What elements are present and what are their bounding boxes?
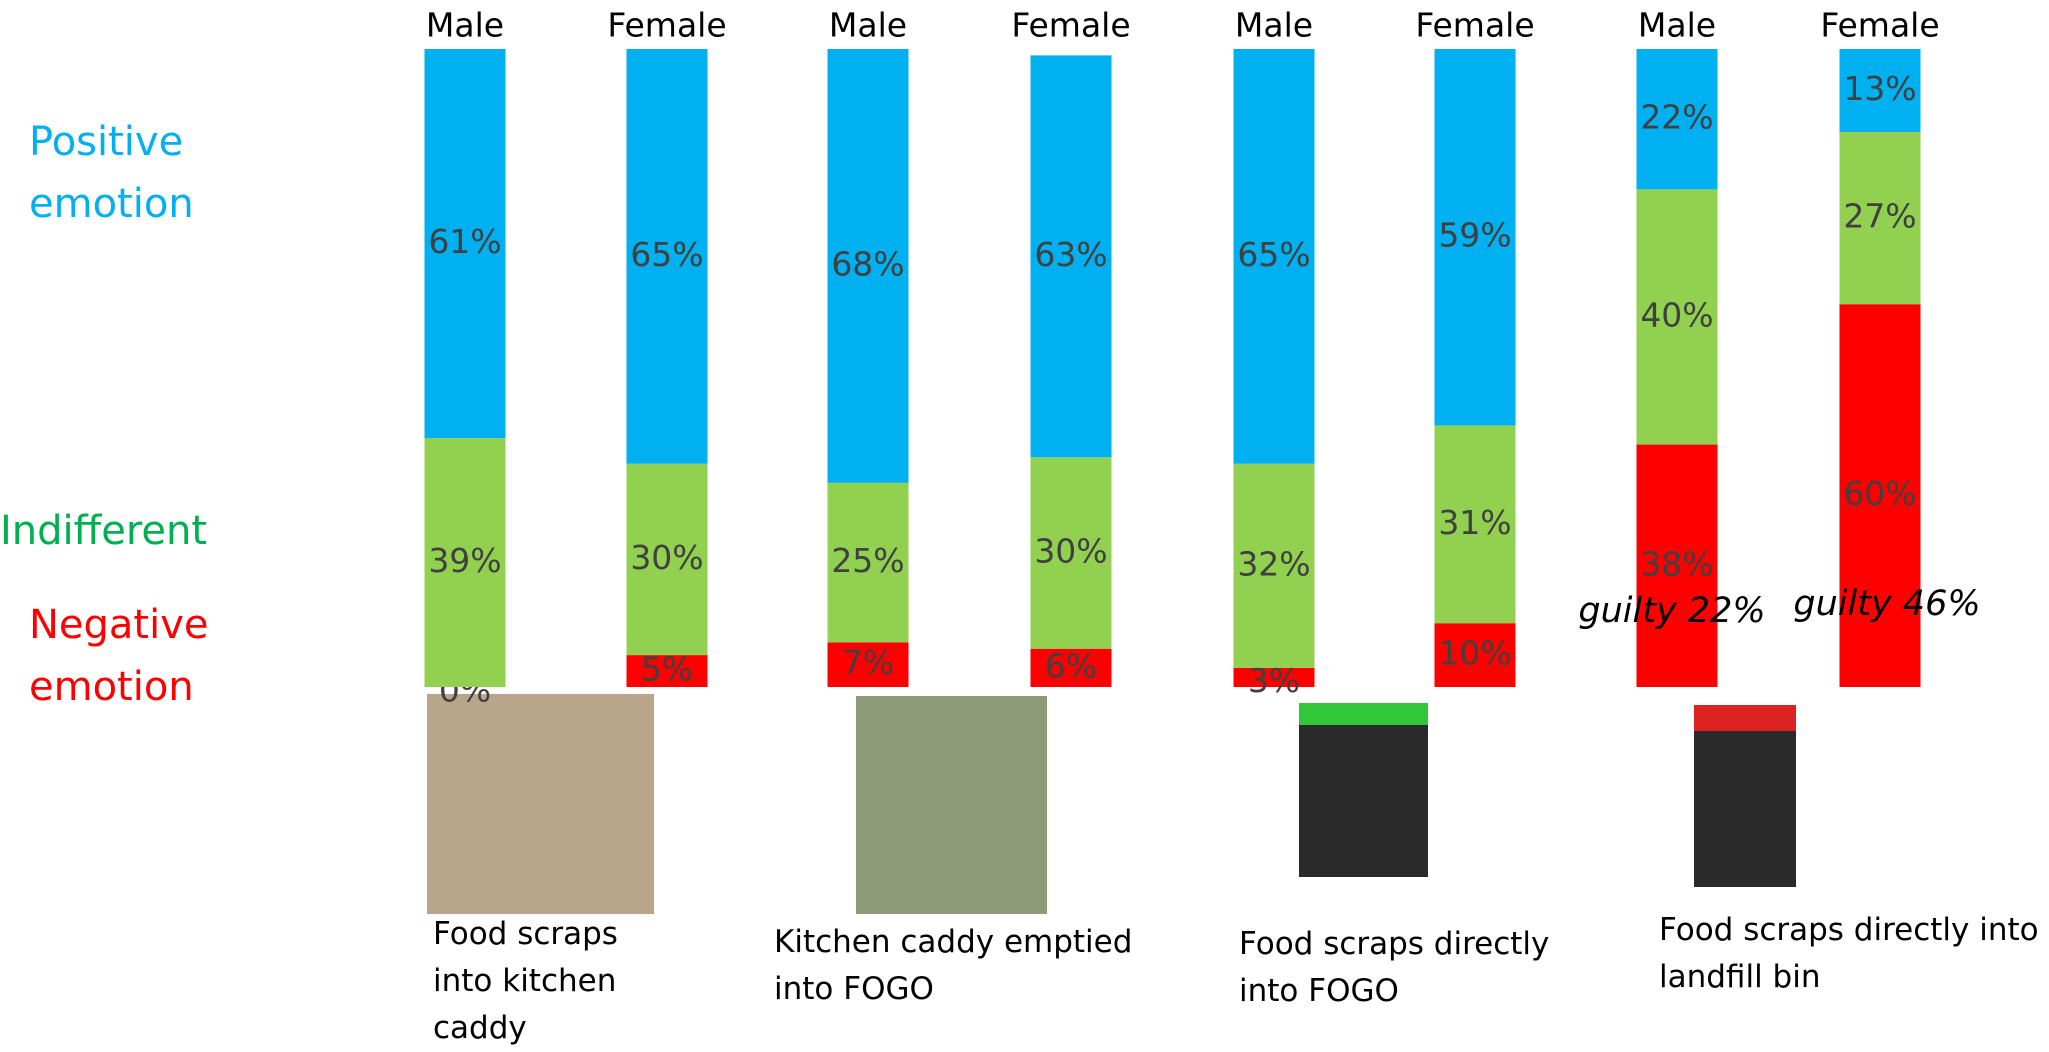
bar-segment	[1434, 49, 1516, 426]
bar-segment	[424, 49, 506, 439]
bar-segment	[626, 655, 708, 687]
bar-segment	[1636, 444, 1718, 687]
value-label: 65%	[630, 235, 703, 274]
bar-segment	[1030, 55, 1112, 458]
bar-segment	[1233, 49, 1315, 464]
value-label: 7%	[842, 643, 894, 682]
value-label: 39%	[428, 541, 501, 580]
value-label: 59%	[1438, 216, 1511, 255]
value-label: 22%	[1640, 98, 1713, 137]
value-label: 63%	[1034, 235, 1107, 274]
value-label: 68%	[831, 244, 904, 283]
value-label: 38%	[1640, 544, 1713, 583]
bar-segment	[1839, 131, 1921, 305]
bar-segment	[424, 438, 506, 687]
caption: Food scraps into kitchen caddy	[433, 916, 618, 1046]
value-label: 13%	[1843, 69, 1916, 108]
photo-landfill-lid	[1694, 705, 1796, 731]
value-label: 60%	[1843, 474, 1916, 513]
value-label: 30%	[1034, 532, 1107, 571]
bar-segment	[827, 49, 909, 483]
value-label: 5%	[641, 650, 693, 689]
legend-positive: Positive emotion	[29, 119, 194, 227]
bar-segment	[626, 463, 708, 656]
photo-fogo-emptying	[856, 696, 1047, 914]
bar-segment	[827, 642, 909, 687]
bar-segment	[827, 482, 909, 643]
slide: Male 0% 39% 61% Female 5% 30% 65% Male 7% 25% 68% Fe…	[0, 5, 2039, 1046]
chart: Male0%39%61%Female5%30%65%Male7%25%68%Fe…	[424, 6, 1981, 914]
bar-segment	[1233, 463, 1315, 668]
x-category-label: Male	[1638, 6, 1716, 45]
x-category-label: Male	[426, 6, 504, 45]
value-label: 61%	[428, 222, 501, 261]
value-label: 31%	[1438, 503, 1511, 542]
bar-segment	[626, 49, 708, 464]
value-label: 40%	[1640, 295, 1713, 334]
photo-fogo-bin	[1299, 703, 1428, 877]
bar-segment	[1636, 189, 1718, 445]
value-label: 65%	[1237, 235, 1310, 274]
x-category-label: Female	[1820, 6, 1939, 45]
x-category-label: Male	[829, 6, 907, 45]
bar-segment	[1030, 648, 1112, 687]
annotation: guilty 46%	[1793, 584, 1980, 624]
value-label: 32%	[1237, 544, 1310, 583]
bar-segment	[1839, 49, 1921, 132]
value-label: 27%	[1843, 197, 1916, 236]
caption: Food scraps directly into landfill bin	[1659, 912, 2039, 995]
caption: Food scraps directly into FOGO	[1239, 926, 1550, 1009]
value-label: 25%	[831, 541, 904, 580]
legend-indifferent: Indifferent	[0, 508, 208, 554]
legend-negative: Negative emotion	[29, 602, 209, 710]
bar-segment	[1636, 49, 1718, 190]
caption: Kitchen caddy emptied into FOGO	[774, 924, 1133, 1007]
photo-landfill-bin	[1694, 705, 1796, 887]
annotation: guilty 22%	[1578, 591, 1765, 631]
x-category-label: Male	[1235, 6, 1313, 45]
bar-segment	[1030, 457, 1112, 649]
value-label: 6%	[1045, 646, 1097, 685]
x-category-label: Female	[1011, 6, 1130, 45]
bar-segment	[1839, 304, 1921, 687]
value-label: 10%	[1438, 634, 1511, 673]
x-category-label: Female	[607, 6, 726, 45]
photo-caddy	[427, 694, 654, 914]
bar-segment	[1233, 667, 1315, 687]
x-category-label: Female	[1415, 6, 1534, 45]
bar-segment	[1434, 425, 1516, 624]
photo-fogo-lid	[1299, 703, 1428, 725]
value-label: 30%	[630, 538, 703, 577]
bar-segment	[1434, 623, 1516, 687]
